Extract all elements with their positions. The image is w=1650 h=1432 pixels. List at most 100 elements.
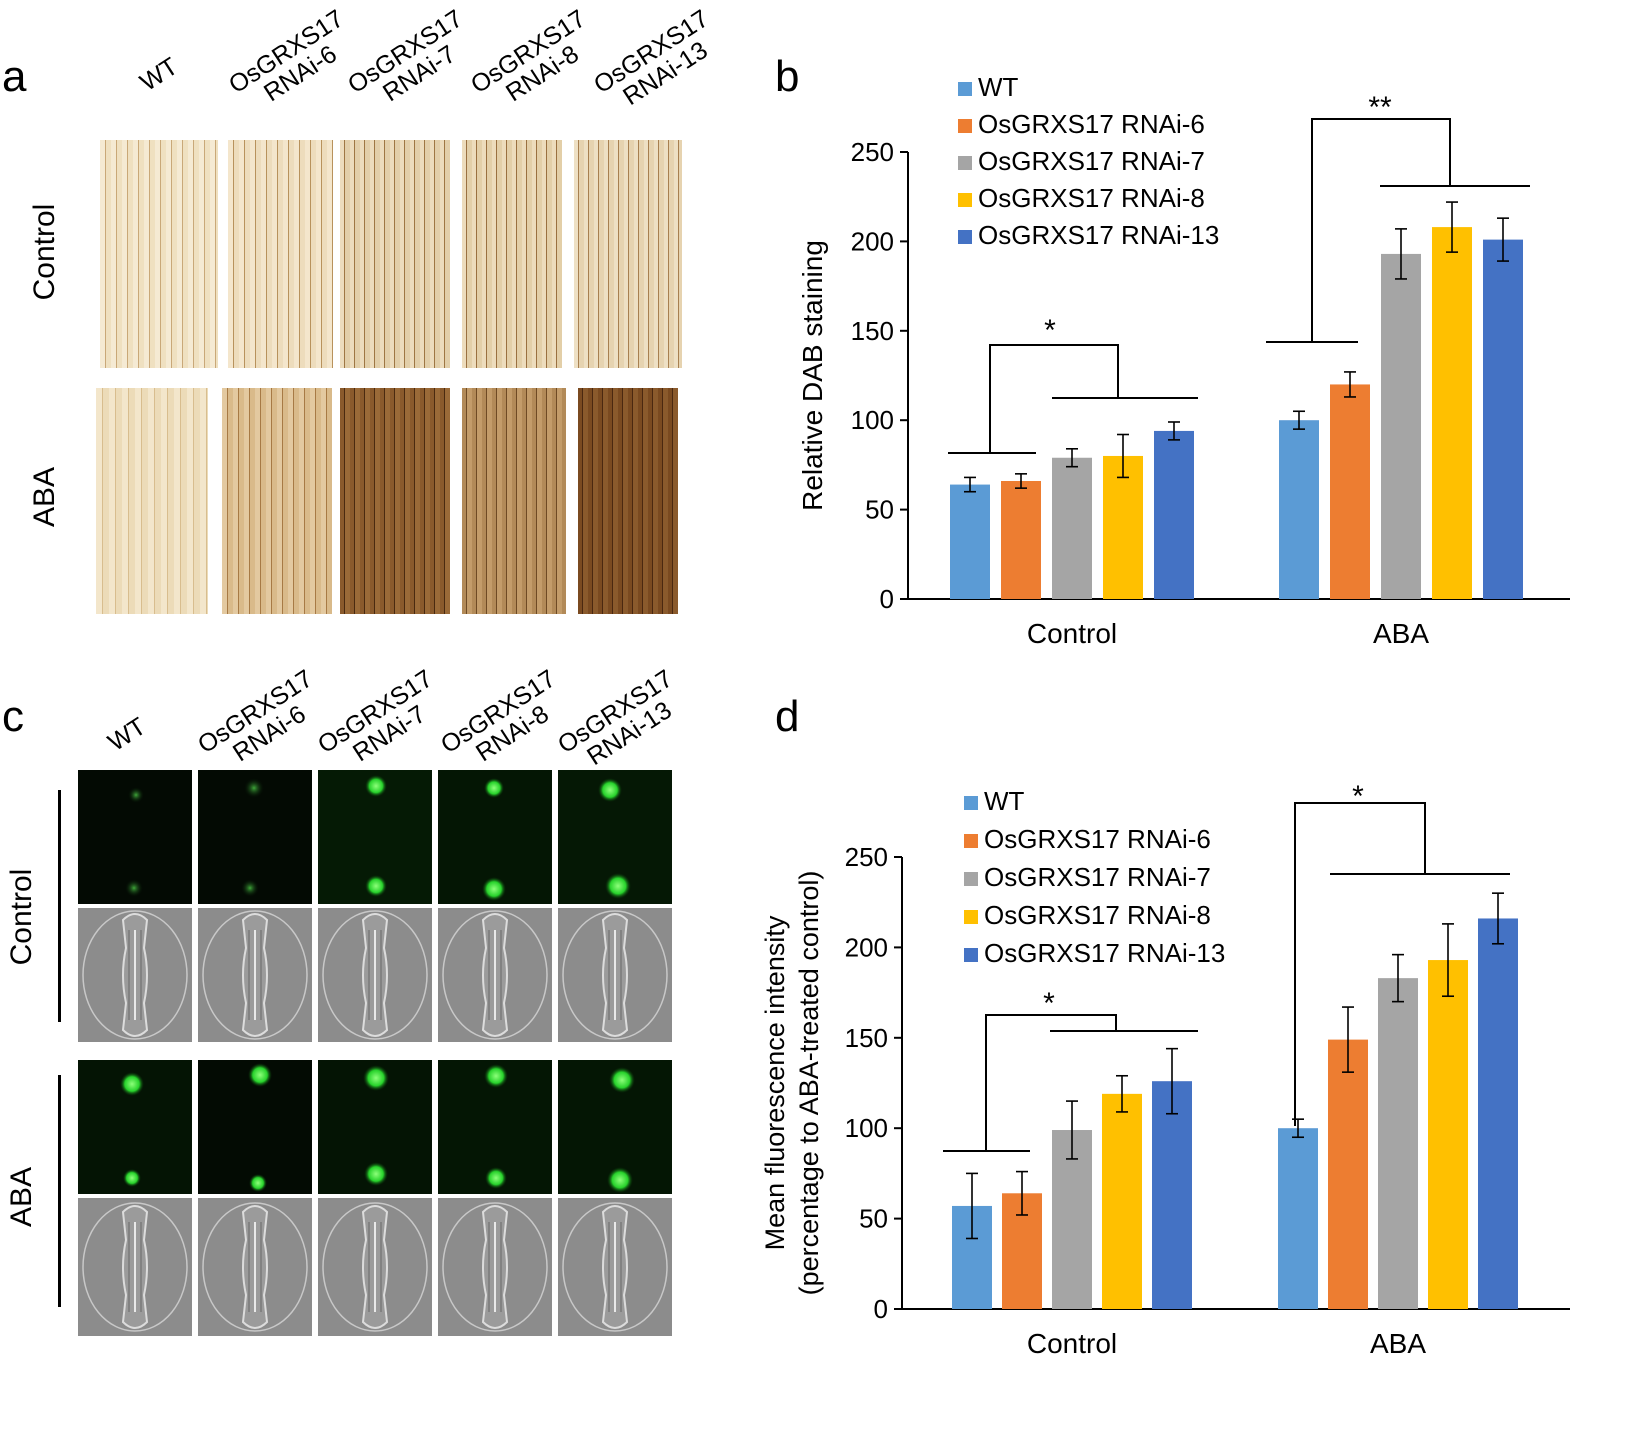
column-label-rnai13-c: OsGRXS17 RNAi-13	[552, 664, 678, 772]
column-label-rnai6-c: OsGRXS17 RNAi-6	[192, 664, 318, 768]
fluorescence-image-control-rnai7	[318, 770, 432, 904]
row-bracket-aba	[58, 1075, 61, 1307]
leaf-image-aba-wt	[96, 388, 208, 614]
leaf-image-control-rnai13	[574, 140, 682, 368]
y-tick-label: 200	[851, 226, 894, 256]
fluorescence-image-aba-wt	[78, 1060, 192, 1194]
row-label-aba-c: ABA	[5, 1166, 38, 1228]
bar-control-4	[1154, 430, 1194, 599]
row-bracket-control	[58, 790, 61, 1022]
column-label-rnai8-a: OsGRXS17 RNAi-8	[465, 4, 591, 108]
column-label-wt-a: WT	[135, 52, 184, 97]
y-tick-label: 100	[845, 1113, 888, 1143]
chart-b-dab-staining: 0 50 100 150 200 250 Relative DAB staining Cont…	[797, 72, 1570, 649]
fluorescence-image-aba-rnai13	[558, 1060, 672, 1194]
leaf-image-control-rnai8	[462, 140, 562, 368]
bar-aba-2	[1378, 978, 1418, 1309]
significance-bracket-0	[985, 1014, 1117, 1151]
brightfield-image-aba-rnai13	[558, 1198, 672, 1336]
stomata-micrograph-grid	[78, 770, 672, 1336]
y-tick-label: 150	[851, 316, 894, 346]
significance-star-0: *	[1043, 987, 1055, 1020]
y-axis-title: Relative DAB staining	[797, 240, 828, 511]
y-tick-label: 0	[874, 1294, 888, 1324]
legend-label-3: OsGRXS17 RNAi-8	[984, 900, 1211, 930]
fluorescence-image-control-rnai8	[438, 770, 552, 904]
y-tick-label: 150	[845, 1023, 888, 1053]
row-label-aba-a: ABA	[28, 466, 61, 528]
significance-star-0: *	[1044, 314, 1056, 347]
bar-aba-3	[1432, 227, 1472, 599]
legend-swatch-1	[964, 834, 978, 848]
leaf-image-aba-rnai7	[340, 388, 450, 614]
bar-aba-1	[1330, 384, 1370, 599]
brightfield-image-control-rnai6	[198, 908, 312, 1042]
column-label-rnai13-a: OsGRXS17 RNAi-13	[588, 4, 714, 112]
brightfield-image-aba-rnai7	[318, 1198, 432, 1336]
bar-aba-3	[1428, 960, 1468, 1309]
legend-label-3: OsGRXS17 RNAi-8	[978, 183, 1205, 213]
x-category-label-aba: ABA	[1370, 1328, 1426, 1359]
y-axis-title: Mean fluorescence intensity	[760, 915, 790, 1250]
chart-d-fluorescence: 0 50 100 150 200 250 Mean fluorescence intensi…	[760, 780, 1570, 1359]
brightfield-image-control-wt	[78, 908, 192, 1042]
y-tick-label: 200	[845, 932, 888, 962]
bar-control-2	[1052, 1130, 1092, 1309]
bar-aba-0	[1278, 1128, 1318, 1309]
legend-label-2: OsGRXS17 RNAi-7	[984, 862, 1211, 892]
significance-star-1: **	[1368, 91, 1392, 124]
column-label-wt-c: WT	[103, 712, 152, 757]
y-tick-label: 250	[845, 842, 888, 872]
bar-aba-0	[1279, 420, 1319, 599]
legend-swatch-4	[958, 230, 972, 244]
brightfield-image-control-rnai13	[558, 908, 672, 1042]
leaf-image-control-rnai7	[340, 140, 450, 368]
brightfield-image-control-rnai8	[438, 908, 552, 1042]
legend-label-4: OsGRXS17 RNAi-13	[984, 938, 1225, 968]
x-category-label-aba: ABA	[1373, 618, 1429, 649]
bar-control-0	[950, 484, 990, 599]
bar-aba-4	[1483, 239, 1523, 599]
fluorescence-image-aba-rnai7	[318, 1060, 432, 1194]
panel-label-c: c	[2, 692, 24, 741]
column-label-rnai8-c: OsGRXS17 RNAi-8	[435, 664, 561, 768]
y-tick-label: 0	[880, 584, 894, 614]
x-category-label-control: Control	[1027, 1328, 1117, 1359]
legend-label-4: OsGRXS17 RNAi-13	[978, 220, 1219, 250]
legend-swatch-2	[958, 156, 972, 170]
y-tick-label: 50	[865, 495, 894, 525]
leaf-image-aba-rnai13	[578, 388, 678, 614]
legend-swatch-2	[964, 872, 978, 886]
legend-label-0: WT	[978, 72, 1019, 102]
fluorescence-image-aba-rnai8	[438, 1060, 552, 1194]
fluorescence-image-control-rnai6	[198, 770, 312, 904]
x-category-label-control: Control	[1027, 618, 1117, 649]
bar-control-4	[1152, 1081, 1192, 1309]
panel-label-a: a	[2, 52, 27, 101]
column-label-rnai6-a: OsGRXS17 RNAi-6	[223, 4, 349, 108]
y-tick-label: 50	[859, 1204, 888, 1234]
fluorescence-image-aba-rnai6	[198, 1060, 312, 1194]
leaf-image-aba-rnai6	[222, 388, 332, 614]
legend-label-1: OsGRXS17 RNAi-6	[984, 824, 1211, 854]
column-label-rnai7-a: OsGRXS17 RNAi-7	[342, 4, 468, 108]
panel-label-d: d	[775, 692, 800, 741]
y-tick-label: 250	[851, 137, 894, 167]
legend-swatch-0	[964, 796, 978, 810]
brightfield-image-aba-rnai6	[198, 1198, 312, 1336]
row-label-control-a: Control	[28, 203, 61, 301]
panel-label-b: b	[775, 52, 800, 101]
brightfield-image-aba-rnai8	[438, 1198, 552, 1336]
fluorescence-image-control-rnai13	[558, 770, 672, 904]
bar-control-1	[1001, 480, 1041, 599]
leaf-image-control-rnai6	[228, 140, 333, 368]
fluorescence-image-control-wt	[78, 770, 192, 904]
bar-aba-4	[1478, 918, 1518, 1309]
column-label-rnai7-c: OsGRXS17 RNAi-7	[312, 664, 438, 768]
legend-swatch-3	[964, 910, 978, 924]
significance-bracket-1	[1294, 802, 1426, 1126]
legend-label-1: OsGRXS17 RNAi-6	[978, 109, 1205, 139]
legend-swatch-3	[958, 193, 972, 207]
significance-bracket-1	[1311, 118, 1451, 342]
y-axis-subtitle: (percentage to ABA-treated control)	[794, 871, 824, 1296]
